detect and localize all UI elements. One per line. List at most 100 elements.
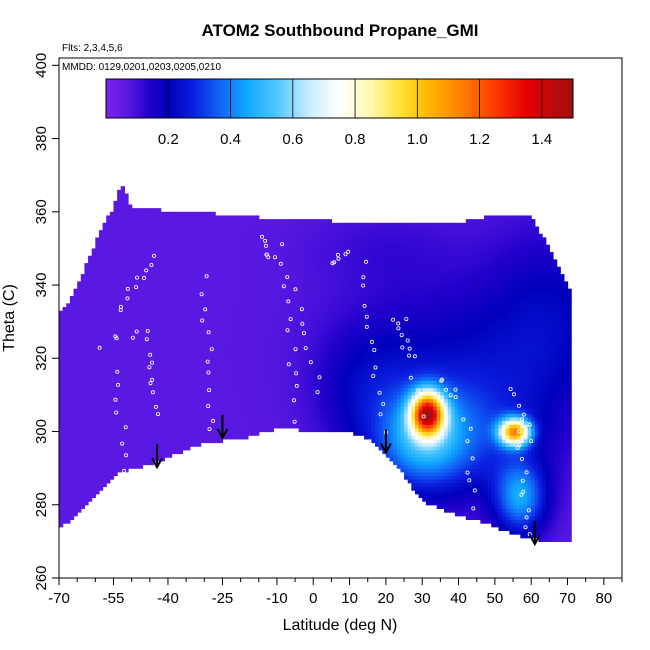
heatmap-cell <box>262 222 267 228</box>
heatmap-cell <box>218 398 224 403</box>
heatmap-cell <box>153 413 158 418</box>
heatmap-cell <box>153 435 158 440</box>
heatmap-cell <box>182 361 187 367</box>
heatmap-cell <box>233 274 238 279</box>
heatmap-cell <box>335 259 340 264</box>
heatmap-cell <box>280 391 285 396</box>
heatmap-cell <box>200 244 205 250</box>
heatmap-cell <box>258 332 263 337</box>
heatmap-cell <box>80 420 86 425</box>
heatmap-cell <box>128 318 133 323</box>
heatmap-cell <box>160 255 165 261</box>
heatmap-cell <box>106 285 111 290</box>
heatmap-cell <box>186 413 191 418</box>
heatmap-cell <box>80 296 86 301</box>
heatmap-cell <box>153 263 158 268</box>
heatmap-cell <box>171 380 176 385</box>
heatmap-cell <box>302 241 307 246</box>
heatmap-cell <box>69 303 75 308</box>
heatmap-cell <box>295 369 300 374</box>
heatmap-cell <box>59 416 64 422</box>
heatmap-cell <box>204 398 209 403</box>
heatmap-cell <box>91 336 96 341</box>
heatmap-cell <box>236 292 242 297</box>
heatmap-cell <box>284 354 289 359</box>
heatmap-cell <box>98 354 104 359</box>
heatmap-cell <box>84 376 89 381</box>
heatmap-cell <box>244 391 249 396</box>
heatmap-cell <box>131 244 136 250</box>
heatmap-cell <box>309 277 314 282</box>
heatmap-cell <box>73 383 78 389</box>
heatmap-cell <box>77 296 82 301</box>
heatmap-cell <box>247 376 253 381</box>
heatmap-cell <box>233 226 238 231</box>
heatmap-cell <box>247 416 253 422</box>
heatmap-cell <box>226 277 231 282</box>
heatmap-cell <box>222 226 227 231</box>
heatmap-cell <box>276 361 282 367</box>
heatmap-cell <box>149 274 155 279</box>
heatmap-cell <box>171 376 176 381</box>
heatmap-cell <box>59 325 64 330</box>
heatmap-cell <box>164 325 169 330</box>
heatmap-cell <box>91 274 96 279</box>
heatmap-cell <box>131 402 136 407</box>
heatmap-cell <box>298 266 303 271</box>
heatmap-cell <box>247 252 253 257</box>
heatmap-cell <box>193 325 198 330</box>
heatmap-cell <box>200 303 205 308</box>
heatmap-cell <box>128 296 133 301</box>
heatmap-cell <box>236 303 242 308</box>
heatmap-cell <box>124 405 129 411</box>
heatmap-cell <box>186 226 191 231</box>
heatmap-cell <box>229 369 234 374</box>
heatmap-cell <box>124 457 129 462</box>
heatmap-cell <box>313 416 318 422</box>
heatmap-cell <box>251 270 256 275</box>
heatmap-cell <box>269 259 274 264</box>
heatmap-cell <box>167 365 173 370</box>
heatmap-cell <box>91 372 96 378</box>
heatmap-cell <box>244 376 249 381</box>
heatmap-cell <box>142 277 147 282</box>
heatmap-cell <box>309 369 314 374</box>
heatmap-cell <box>207 391 213 396</box>
heatmap-cell <box>309 409 314 414</box>
heatmap-cell <box>117 299 122 304</box>
heatmap-cell <box>244 387 249 392</box>
heatmap-cell <box>128 354 133 359</box>
heatmap-cell <box>215 288 220 293</box>
heatmap-cell <box>324 307 329 312</box>
heatmap-cell <box>222 405 227 411</box>
heatmap-cell <box>117 372 122 378</box>
heatmap-cell <box>98 270 104 275</box>
heatmap-cell <box>207 402 213 407</box>
heatmap-cell <box>157 321 162 326</box>
heatmap-cell <box>222 244 227 250</box>
heatmap-cell <box>295 365 300 370</box>
heatmap-cell <box>284 230 289 235</box>
heatmap-cell <box>244 435 249 440</box>
heatmap-cell <box>240 409 245 414</box>
heatmap-cell <box>88 457 93 462</box>
heatmap-cell <box>178 285 184 290</box>
heatmap-cell <box>167 219 173 224</box>
heatmap-cell <box>175 394 180 400</box>
heatmap-cell <box>84 427 89 433</box>
heatmap-cell <box>335 230 340 235</box>
heatmap-cell <box>175 259 180 264</box>
heatmap-cell <box>182 266 187 271</box>
heatmap-cell <box>276 263 282 268</box>
heatmap-cell <box>284 237 289 242</box>
heatmap-cell <box>80 457 86 462</box>
heatmap-cell <box>146 427 151 433</box>
heatmap-cell <box>175 350 180 356</box>
heatmap-cell <box>291 255 296 261</box>
heatmap-cell <box>280 259 285 264</box>
heatmap-cell <box>80 501 86 506</box>
heatmap-cell <box>109 233 115 239</box>
heatmap-cell <box>117 197 122 202</box>
heatmap-cell <box>131 328 136 334</box>
heatmap-cell <box>204 354 209 359</box>
